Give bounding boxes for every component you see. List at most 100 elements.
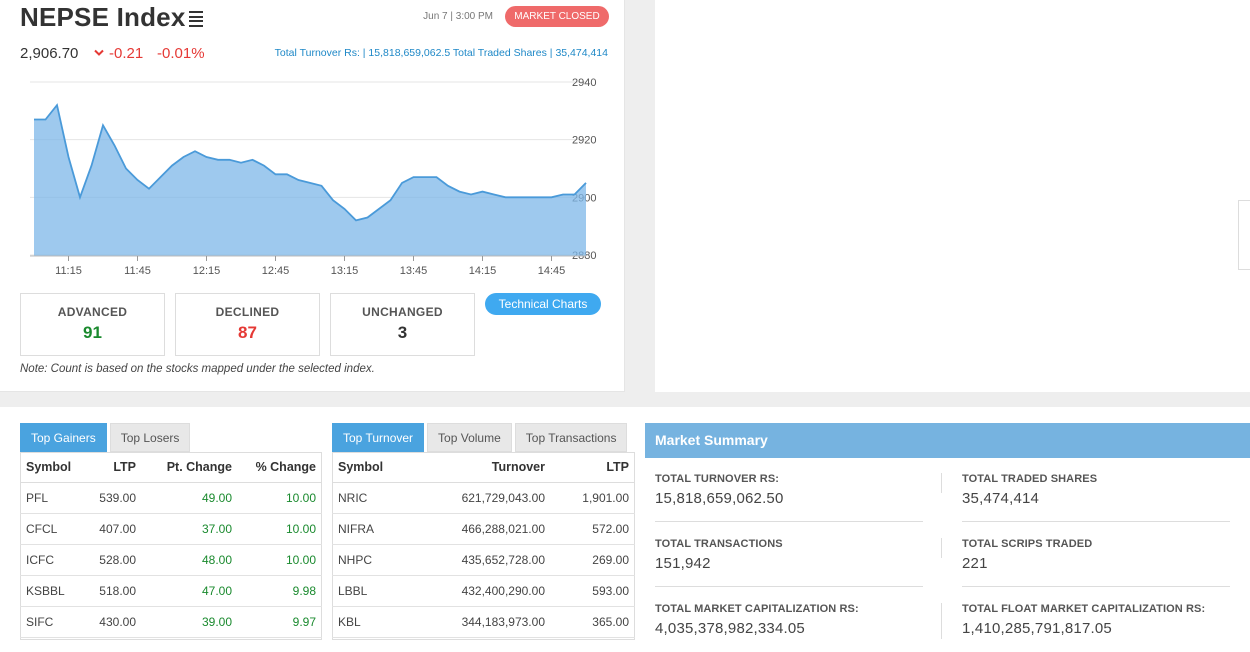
summary-total-transactions: TOTAL TRANSACTIONS 151,942 — [655, 538, 925, 572]
pct-change-cell: 10.00 — [238, 513, 322, 545]
ltp-cell: 430.00 — [88, 606, 142, 638]
index-value: 2,906.70 — [20, 45, 79, 62]
x-tick-label: 14:45 — [538, 265, 566, 277]
x-tick-label: 11:15 — [55, 265, 82, 277]
table-row[interactable]: ICFC 528.00 48.00 10.00 — [20, 544, 322, 576]
col-header[interactable]: LTP — [88, 452, 142, 483]
col-header[interactable]: Symbol — [332, 452, 412, 483]
declined-box: DECLINED 87 — [175, 293, 320, 356]
summary-float-market-cap: TOTAL FLOAT MARKET CAPITALIZATION RS: 1,… — [962, 603, 1250, 637]
summary-total-turnover: TOTAL TURNOVER RS: 15,818,659,062.50 — [655, 473, 925, 507]
col-header[interactable]: Symbol — [20, 452, 88, 483]
pt-change-cell: 39.00 — [142, 606, 238, 638]
pt-change-cell: 47.00 — [142, 575, 238, 607]
table-row[interactable]: KSBBL 518.00 47.00 9.98 — [20, 575, 322, 607]
table-row[interactable]: NHPC 435,652,728.00 269.00 — [332, 544, 635, 576]
ltp-cell: 539.00 — [88, 482, 142, 514]
symbol-cell[interactable]: NIFRA — [332, 513, 412, 545]
ltp-cell: 528.00 — [88, 544, 142, 576]
advanced-label: ADVANCED — [57, 305, 128, 319]
right-panel — [655, 0, 1250, 392]
col-header[interactable]: LTP — [551, 452, 635, 483]
col-header[interactable]: Pt. Change — [142, 452, 238, 483]
ltp-cell: 407.00 — [88, 513, 142, 545]
ltp-cell: 572.00 — [551, 513, 635, 545]
y-tick-label: 2940 — [572, 77, 596, 89]
tab-top-turnover[interactable]: Top Turnover — [332, 423, 425, 452]
pct-change-cell: 9.98 — [238, 575, 322, 607]
index-intraday-chart[interactable]: 294029202900288011:1511:4512:1512:4513:1… — [20, 70, 610, 285]
summary-label: TOTAL MARKET CAPITALIZATION RS: — [655, 603, 859, 615]
unchanged-box: UNCHANGED 3 — [330, 293, 475, 356]
technical-charts-button[interactable]: Technical Charts — [485, 293, 601, 315]
symbol-cell[interactable]: ICFC — [20, 544, 88, 576]
turnover-cell: 435,652,728.00 — [412, 544, 551, 576]
divider — [655, 586, 923, 587]
summary-value: 35,474,414 — [962, 490, 1040, 507]
tab-top-losers[interactable]: Top Losers — [109, 423, 191, 452]
pct-change-cell: 9.97 — [238, 606, 322, 638]
menu-icon[interactable] — [189, 11, 203, 27]
market-summary-title: Market Summary — [645, 423, 1250, 458]
summary-label: TOTAL SCRIPS TRADED — [962, 538, 1093, 550]
turnover-cell: 466,288,021.00 — [412, 513, 551, 545]
table-row[interactable]: CFCL 407.00 37.00 10.00 — [20, 513, 322, 545]
unchanged-label: UNCHANGED — [362, 305, 443, 319]
summary-value: 221 — [962, 555, 988, 572]
turnover-summary-line: Total Turnover Rs: | 15,818,659,062.5 To… — [274, 47, 608, 59]
table-row[interactable]: LBBL 432,400,290.00 593.00 — [332, 575, 635, 607]
divider — [941, 473, 942, 493]
top-turnover-table: Symbol Turnover LTP NRIC 621,729,043.00 1,… — [332, 452, 635, 638]
index-area — [34, 105, 586, 256]
market-status-badge: MARKET CLOSED — [505, 6, 609, 27]
symbol-cell[interactable]: SIFC — [20, 606, 88, 638]
divider — [655, 521, 923, 522]
table-row[interactable]: PFL 539.00 49.00 10.00 — [20, 482, 322, 514]
table-row[interactable]: NRIC 621,729,043.00 1,901.00 — [332, 482, 635, 514]
pt-change-cell: 48.00 — [142, 544, 238, 576]
table-row[interactable]: NIFRA 466,288,021.00 572.00 — [332, 513, 635, 545]
ltp-cell: 1,901.00 — [551, 482, 635, 514]
advanced-box: ADVANCED 91 — [20, 293, 165, 356]
tab-top-gainers[interactable]: Top Gainers — [20, 423, 107, 452]
symbol-cell[interactable]: KSBBL — [20, 575, 88, 607]
summary-value: 1,410,285,791,817.05 — [962, 620, 1112, 637]
table-row[interactable]: SIFC 430.00 39.00 9.97 — [20, 606, 322, 638]
x-tick-label: 14:15 — [469, 265, 497, 277]
turnover-cell: 621,729,043.00 — [412, 482, 551, 514]
tab-top-transactions[interactable]: Top Transactions — [514, 423, 628, 452]
x-tick-label: 11:45 — [124, 265, 151, 277]
pt-change-cell: 37.00 — [142, 513, 238, 545]
pt-change-cell: 49.00 — [142, 482, 238, 514]
turnover-cell: 344,183,973.00 — [412, 606, 551, 638]
index-percent-change: -0.01% — [157, 45, 205, 62]
side-tab-handle[interactable] — [1238, 200, 1250, 270]
symbol-cell[interactable]: NHPC — [332, 544, 412, 576]
y-tick-label: 2920 — [572, 135, 596, 147]
ltp-cell: 269.00 — [551, 544, 635, 576]
divider — [962, 586, 1230, 587]
symbol-cell[interactable]: PFL — [20, 482, 88, 514]
col-header[interactable]: Turnover — [412, 452, 551, 483]
summary-value: 151,942 — [655, 555, 711, 572]
x-tick-label: 13:45 — [400, 265, 428, 277]
table-row[interactable]: KBL 344,183,973.00 365.00 — [332, 606, 635, 638]
summary-value: 15,818,659,062.50 — [655, 490, 784, 507]
ltp-cell: 593.00 — [551, 575, 635, 607]
ltp-cell: 518.00 — [88, 575, 142, 607]
divider — [962, 521, 1230, 522]
symbol-cell[interactable]: LBBL — [332, 575, 412, 607]
turnover-cell: 432,400,290.00 — [412, 575, 551, 607]
gainers-tabs: Top Gainers Top Losers — [20, 423, 193, 452]
index-card: NEPSE Index Jun 7 | 3:00 PM MARKET CLOSE… — [0, 0, 625, 392]
index-change: -0.21 — [109, 45, 144, 62]
col-header[interactable]: % Change — [238, 452, 322, 483]
symbol-cell[interactable]: NRIC — [332, 482, 412, 514]
declined-label: DECLINED — [215, 305, 280, 319]
tab-top-volume[interactable]: Top Volume — [427, 423, 512, 452]
x-tick-label: 12:15 — [193, 265, 221, 277]
symbol-cell[interactable]: KBL — [332, 606, 412, 638]
symbol-cell[interactable]: CFCL — [20, 513, 88, 545]
unchanged-count: 3 — [397, 323, 408, 342]
advanced-count: 91 — [83, 323, 102, 342]
